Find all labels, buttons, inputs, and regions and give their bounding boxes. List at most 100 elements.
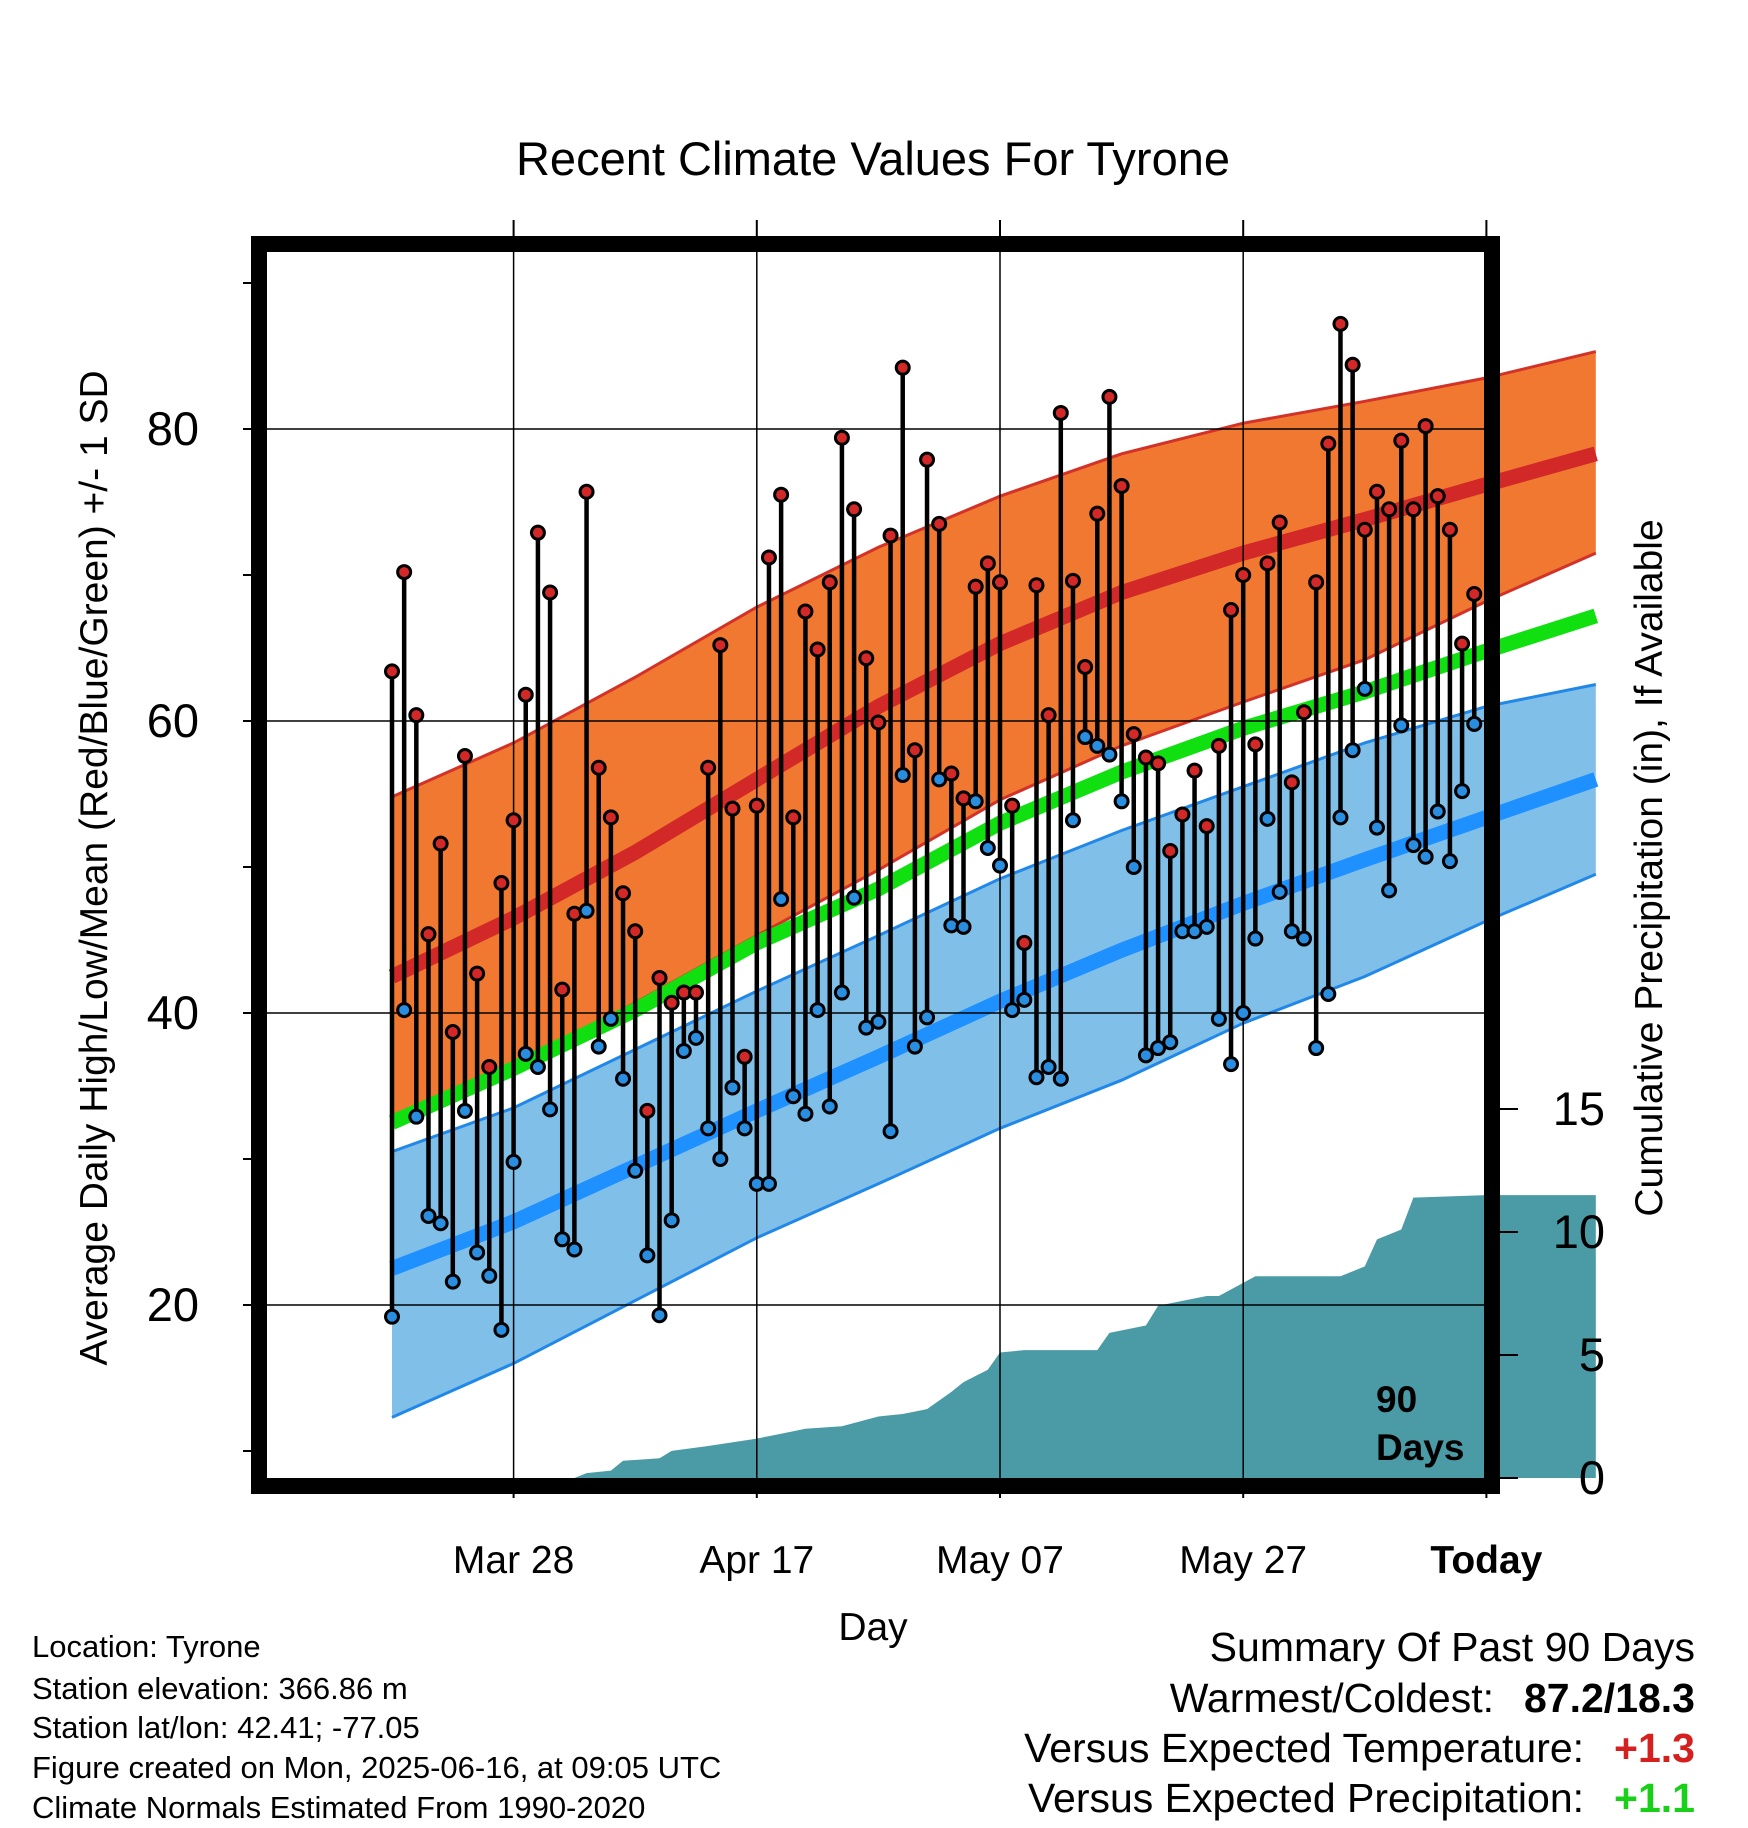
daily-low-point <box>1064 812 1081 829</box>
daily-low-point <box>1077 729 1094 746</box>
summary-title: Summary Of Past 90 Days <box>1210 1627 1695 1668</box>
daily-low-point <box>1004 1002 1021 1019</box>
y-tick-label: 40 <box>147 986 199 1039</box>
daily-low-point <box>894 767 911 784</box>
daily-high-point <box>1113 477 1130 494</box>
daily-low-point <box>846 889 863 906</box>
daily-low-point <box>1405 837 1422 854</box>
daily-low-point <box>408 1108 425 1125</box>
precip-area <box>392 1195 1596 1478</box>
daily-high-point <box>724 800 741 817</box>
daily-low-point <box>1198 918 1215 935</box>
daily-low-point <box>554 1231 571 1248</box>
daily-high-point <box>858 650 875 667</box>
daily-low-point <box>517 1045 534 1062</box>
daily-low-point <box>797 1105 814 1122</box>
daily-low-point <box>432 1215 449 1232</box>
daily-high-point <box>1028 577 1045 594</box>
daily-low-point <box>481 1267 498 1284</box>
daily-high-point <box>1405 501 1422 518</box>
daily-low-point <box>1028 1069 1045 1086</box>
daily-low-point <box>1393 717 1410 734</box>
daily-high-point <box>1077 658 1094 675</box>
daily-high-point <box>1210 737 1227 754</box>
daily-low-point <box>1150 1040 1167 1057</box>
daily-low-point <box>651 1307 668 1324</box>
daily-low-point <box>1223 1056 1240 1073</box>
daily-high-point <box>420 926 437 943</box>
daily-low-point <box>566 1241 583 1258</box>
daily-high-point <box>396 564 413 581</box>
temp-label: Versus Expected Temperature: <box>1024 1725 1585 1771</box>
plot-border <box>251 236 1500 1494</box>
y-axis-label: Average Daily High/Low/Mean (Red/Blue/Gr… <box>73 370 116 1365</box>
x-axis-label: Day <box>838 1606 908 1649</box>
daily-high-point <box>894 359 911 376</box>
daily-high-point <box>627 923 644 940</box>
daily-low-point <box>1125 859 1142 875</box>
daily-high-point <box>384 663 400 680</box>
daily-low-point <box>529 1059 546 1076</box>
daily-high-point <box>1016 934 1033 951</box>
x-tick-label: May 27 <box>1179 1539 1307 1582</box>
daily-low-point <box>1381 882 1398 899</box>
daily-low-point <box>1113 793 1130 810</box>
summary-temperature: Versus Expected Temperature: +1.3 <box>1024 1728 1695 1769</box>
daily-high-point <box>554 981 571 998</box>
daily-low-point <box>444 1273 461 1290</box>
daily-high-point <box>785 809 802 826</box>
daily-high-point <box>736 1048 753 1065</box>
y2-tick-label: 10 <box>1553 1205 1605 1258</box>
daily-low-point <box>1247 930 1264 947</box>
daily-high-point <box>1223 602 1240 619</box>
daily-markers <box>384 315 1483 1338</box>
daily-low-point <box>700 1120 717 1137</box>
daily-high-point <box>1125 726 1142 743</box>
daily-high-point <box>1381 501 1398 518</box>
daily-high-point <box>663 994 680 1011</box>
daily-high-point <box>1466 585 1483 602</box>
daily-high-point <box>967 578 984 595</box>
y2-tick-label: 5 <box>1579 1328 1605 1381</box>
daily-high-point <box>1368 483 1385 500</box>
daily-low-point <box>906 1038 923 1055</box>
y2-tick-label: 0 <box>1579 1451 1605 1504</box>
y-tick-label: 80 <box>147 402 199 455</box>
daily-low-point <box>809 1002 826 1019</box>
x-tick-label: Apr 17 <box>699 1539 814 1582</box>
daily-high-point <box>615 885 632 902</box>
daily-low-point <box>1429 803 1446 820</box>
daily-low-point <box>602 1010 619 1027</box>
daily-high-point <box>992 574 1008 591</box>
daily-low-point <box>931 771 948 788</box>
daily-high-point <box>821 574 838 591</box>
daily-range-bars <box>389 323 1477 1330</box>
daily-high-point <box>651 969 668 986</box>
daily-high-point <box>1186 762 1203 779</box>
daily-low-point <box>760 1175 777 1192</box>
daily-high-point <box>833 429 850 446</box>
daily-high-point <box>1308 574 1325 591</box>
daily-low-point <box>1052 1070 1069 1087</box>
daily-high-point <box>1101 388 1118 405</box>
daily-high-point <box>1137 749 1154 766</box>
daily-high-point <box>1417 418 1434 435</box>
daily-low-point <box>1417 848 1434 865</box>
y-tick-label: 20 <box>147 1278 199 1331</box>
summary-title-text: Summary Of Past 90 Days <box>1209 1624 1695 1670</box>
daily-low-point <box>663 1212 680 1229</box>
daily-low-point <box>736 1120 753 1137</box>
daily-low-point <box>1344 742 1361 759</box>
precip-value: +1.1 <box>1614 1775 1695 1821</box>
daily-low-point <box>1308 1040 1325 1057</box>
daily-low-point <box>785 1088 802 1105</box>
daily-high-point <box>700 759 717 776</box>
daily-high-point <box>919 451 936 468</box>
daily-high-point <box>1356 521 1373 538</box>
daily-high-point <box>1429 488 1446 505</box>
daily-high-point <box>1174 806 1191 823</box>
daily-high-point <box>1344 356 1361 373</box>
daily-high-point <box>1271 514 1288 531</box>
daily-high-point <box>1162 842 1179 859</box>
precipitation-area <box>392 1195 1596 1478</box>
